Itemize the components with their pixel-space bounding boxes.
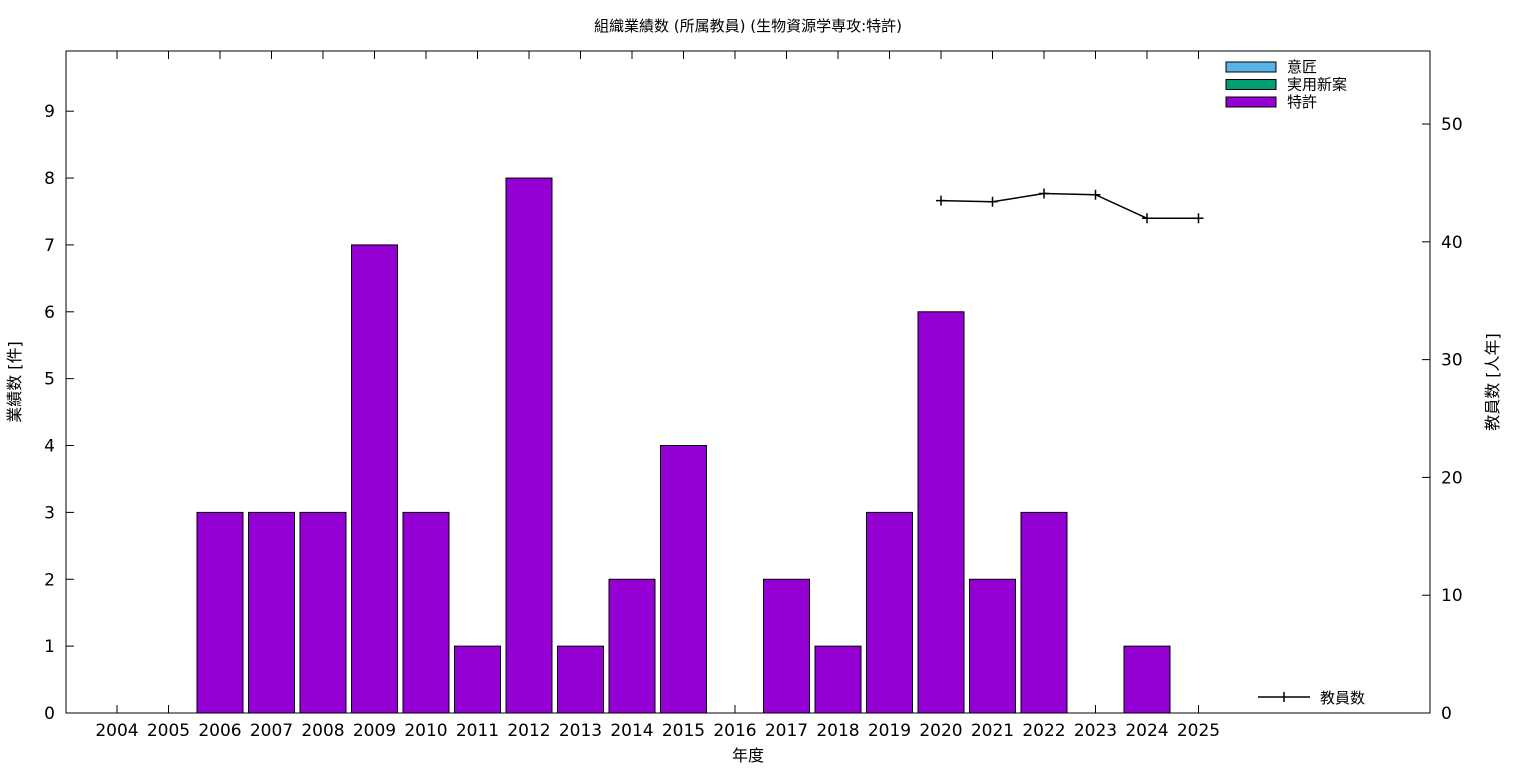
bar-2012: [505, 177, 553, 714]
x-tick-label: 2022: [1022, 721, 1065, 741]
y-tick-label: 7: [44, 236, 55, 256]
bar-2018: [814, 645, 862, 714]
x-tick-label: 2021: [971, 721, 1014, 741]
bar-2017: [763, 578, 810, 714]
legend-swatch: [1225, 61, 1277, 73]
legend-swatch: [1225, 96, 1277, 108]
y-tick-labels: 0 1 2 3 4 5 6 7 8 9: [44, 102, 55, 724]
y2-tick-label: 10: [1441, 586, 1463, 606]
bar-layer: [196, 177, 1171, 714]
legend-label: 特許: [1287, 93, 1317, 111]
bar-2010: [402, 511, 450, 714]
y-tick-label: 3: [44, 503, 55, 523]
x-tick-label: 2005: [147, 721, 190, 741]
plot-frame: [65, 50, 1431, 714]
bar-2007: [248, 511, 295, 714]
x-tick-label: 2024: [1125, 721, 1168, 741]
faculty-point: [1090, 189, 1101, 200]
bar-2015: [660, 445, 707, 714]
faculty-line: [940, 192, 1199, 220]
x-tick-label: 2013: [559, 721, 602, 741]
x-tick-label: 2004: [95, 721, 138, 741]
x-tick-label: 2012: [507, 721, 550, 741]
faculty-point: [1142, 213, 1152, 224]
y2-tick-labels: 0 10 20 30 40 50: [1441, 115, 1463, 724]
x-tick-labels: 2004 2005 2006 2007 2008 2009 2010 2011 2012 2013…: [95, 721, 1220, 741]
y2-tick-label: 30: [1441, 351, 1463, 371]
y-tick-label: 2: [44, 570, 55, 590]
bar-2021: [969, 578, 1016, 714]
x-tick-label: 2007: [250, 721, 293, 741]
faculty-point: [1193, 213, 1204, 224]
x-tick-label: 2010: [404, 721, 447, 741]
x-tick-label: 2025: [1177, 721, 1220, 741]
y-tick-label: 0: [44, 704, 55, 724]
bar-2006: [196, 511, 244, 714]
y2-tick-label: 0: [1441, 704, 1452, 724]
legend-label: 実用新案: [1287, 76, 1347, 94]
y2-tick-label: 50: [1441, 115, 1463, 135]
bar-2020: [917, 311, 965, 714]
x-tick-label: 2014: [610, 721, 653, 741]
x-tick-label: 2008: [301, 721, 344, 741]
bar-2024: [1123, 645, 1171, 714]
legend-label: 意匠: [1287, 58, 1317, 76]
x-tick-label: 2006: [198, 721, 241, 741]
faculty-point: [1039, 188, 1049, 199]
y-tick-label: 1: [44, 637, 55, 657]
x-tick-label: 2019: [868, 721, 911, 741]
legend-label: 教員数: [1320, 689, 1365, 707]
y-tick-label: 5: [44, 370, 55, 390]
y-tick-label: 8: [44, 169, 55, 189]
x-tick-label: 2016: [713, 721, 756, 741]
y2-tick-label: 20: [1441, 468, 1463, 488]
x-tick-label: 2020: [919, 721, 962, 741]
bar-2013: [557, 645, 604, 714]
legend-swatch: [1225, 79, 1277, 90]
y2-tick-label: 40: [1441, 233, 1463, 253]
line-layer: [936, 188, 1204, 224]
x-tick-label: 2011: [456, 721, 499, 741]
faculty-point: [987, 196, 998, 207]
x-axis-label: 年度: [732, 746, 764, 765]
x-tick-label: 2018: [816, 721, 859, 741]
x-tick-label: 2017: [765, 721, 808, 741]
y-tick-label: 4: [44, 437, 55, 457]
y-axis-label: 業績数 [件]: [5, 341, 24, 423]
bar-2011: [454, 645, 501, 714]
y2-axis-label: 教員数 [人年]: [1483, 333, 1502, 431]
x-tick-label: 2009: [353, 721, 396, 741]
faculty-point: [936, 195, 946, 206]
y-tick-label: 6: [44, 303, 55, 323]
bar-2009: [351, 244, 398, 714]
bar-2019: [866, 511, 913, 714]
x-tick-label: 2015: [662, 721, 705, 741]
y-tick-label: 9: [44, 102, 55, 122]
bar-2022: [1020, 511, 1068, 714]
x-tick-label: 2023: [1074, 721, 1117, 741]
chart-title: 組織業績数 (所属教員) (生物資源学専攻:特許): [594, 17, 902, 35]
bar-2008: [299, 511, 347, 714]
bar-2014: [608, 578, 656, 714]
